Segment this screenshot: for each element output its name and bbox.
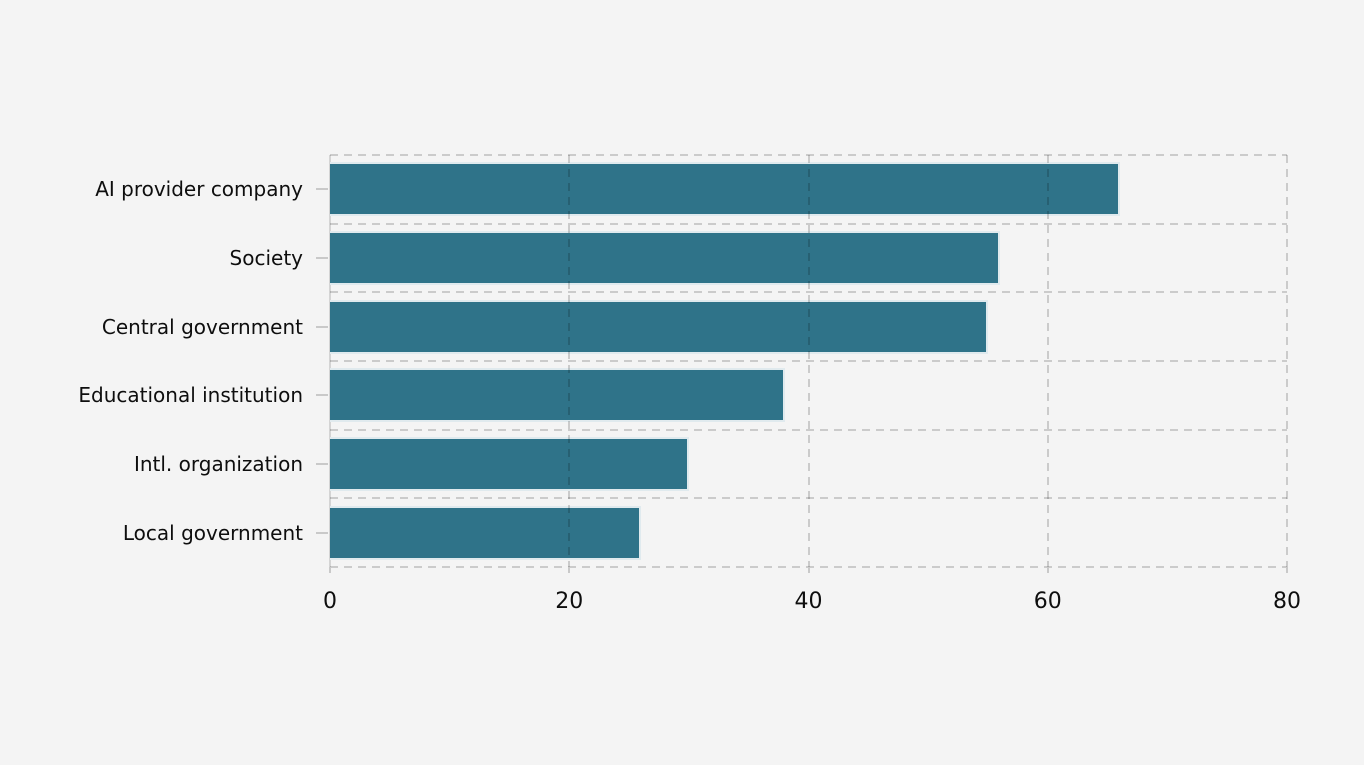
grid-line-vertical — [1046, 155, 1049, 567]
grid-line-horizontal — [330, 223, 1287, 225]
y-axis-label: Intl. organization — [133, 452, 303, 476]
x-axis-tick-label: 20 — [555, 589, 584, 614]
bar-local-government — [330, 506, 642, 560]
y-axis-label: AI provider company — [95, 177, 303, 201]
y-axis-label: Local government — [122, 521, 303, 545]
y-axis-spine — [329, 155, 331, 567]
grid-line-horizontal — [330, 497, 1287, 499]
x-axis-tick-label: 0 — [323, 589, 337, 614]
grid-line-vertical — [1286, 155, 1288, 567]
x-axis-tick-label: 40 — [794, 589, 823, 614]
x-axis-tick — [1046, 567, 1049, 573]
grid-line-vertical — [807, 155, 810, 567]
x-axis-tick — [1286, 567, 1288, 573]
grid-line-horizontal — [330, 291, 1287, 293]
x-axis-tick — [807, 567, 810, 573]
grid-line-vertical — [568, 155, 571, 567]
y-axis-label: Central government — [101, 315, 303, 339]
y-axis-tick — [316, 326, 328, 328]
y-axis-tick — [316, 532, 328, 534]
y-axis-tick — [316, 257, 328, 259]
bar-society — [330, 231, 1000, 285]
bar-ai-provider-company — [330, 162, 1120, 216]
y-axis-tick — [316, 188, 328, 190]
x-axis-tick-label: 60 — [1033, 589, 1062, 614]
y-axis-label: Society — [229, 246, 303, 270]
y-axis-labels: AI provider company Society Central govern… — [0, 155, 328, 567]
grid-line-horizontal — [330, 429, 1287, 431]
grid-line-horizontal — [330, 360, 1287, 362]
y-axis-label: Educational institution — [78, 383, 303, 407]
plot-area — [329, 154, 1288, 573]
x-axis-tick-label: 80 — [1273, 589, 1301, 614]
grid-line-horizontal — [330, 154, 1287, 156]
x-axis-tick-labels: 0 20 40 60 80 — [323, 589, 1301, 621]
x-axis-tick — [568, 567, 571, 573]
bar-central-government — [330, 300, 988, 354]
x-axis-tick — [329, 567, 331, 573]
y-axis-tick — [316, 394, 328, 396]
bar-educational-institution — [330, 368, 785, 422]
bar-intl-organization — [330, 437, 689, 491]
y-axis-tick — [316, 463, 328, 465]
